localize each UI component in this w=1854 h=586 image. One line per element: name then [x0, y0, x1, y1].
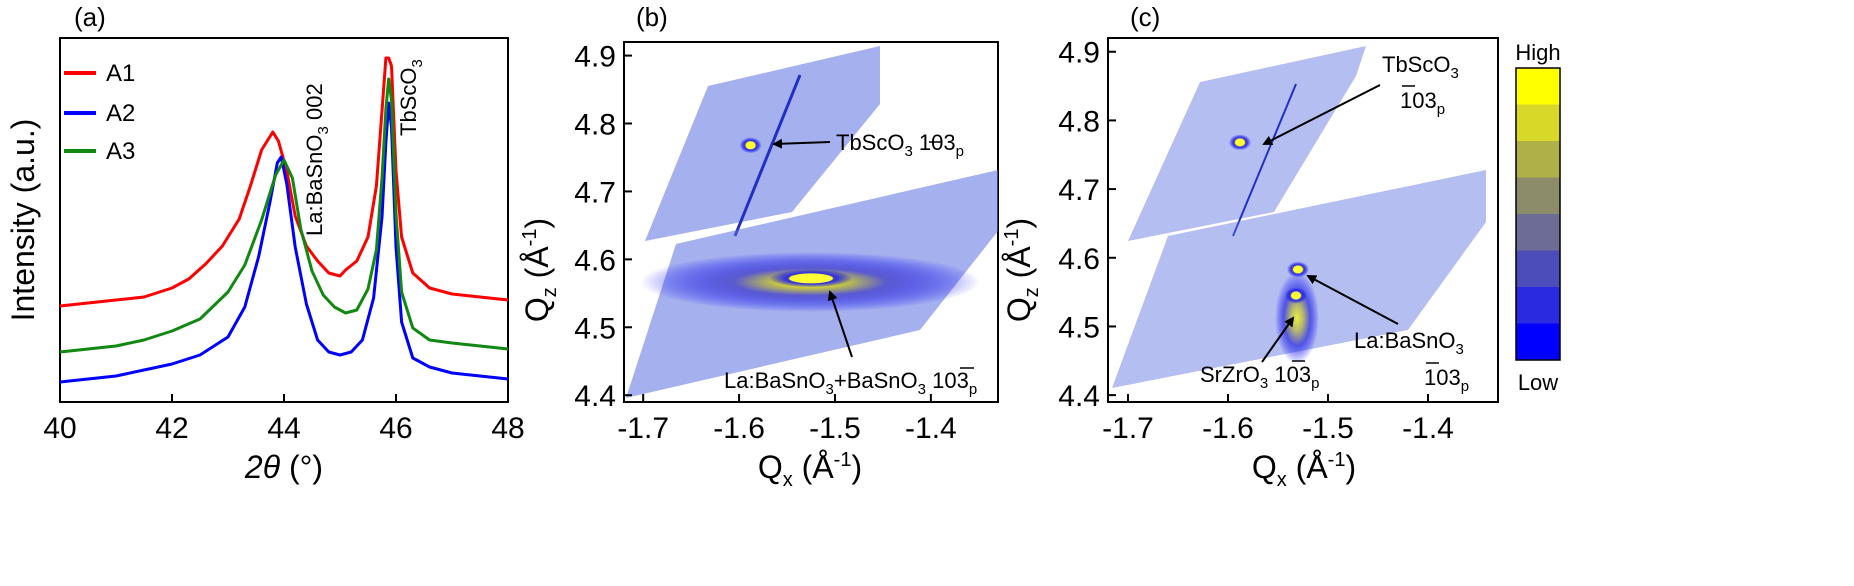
ytick-label: 4.6 — [574, 244, 616, 277]
legend-a3: A3 — [106, 138, 135, 165]
colorbar-step — [1516, 68, 1560, 105]
peak-core-1 — [1235, 138, 1245, 147]
panel-a-series — [59, 56, 509, 384]
peak-core-3 — [1291, 291, 1301, 300]
panel-b-streak — [733, 74, 802, 237]
panel-b-yticks: 4.4 4.5 4.6 4.7 4.8 4.9 — [574, 41, 632, 413]
panel-b-tbsco-label: TbScO3 103p — [836, 130, 964, 160]
series-a2 — [59, 101, 509, 384]
colorbar-frame — [1515, 67, 1561, 361]
legend-a2: A2 — [106, 100, 135, 127]
colorbar-step — [1516, 250, 1560, 288]
panel-c-arrow-szo — [1261, 316, 1295, 363]
panel-b-xlabel: Qx (Å-1) — [758, 449, 862, 491]
ytick-label: 4.8 — [574, 109, 616, 142]
xtick-label: -1.4 — [1402, 412, 1454, 445]
a-xtick-label: 46 — [379, 412, 412, 445]
a-xtick-label: 44 — [267, 412, 300, 445]
ytick-label: 4.4 — [574, 380, 616, 413]
peak-core-2 — [789, 273, 833, 284]
colorbar-step — [1516, 141, 1560, 178]
panel-b: (b) TbScO3 103p La:BaSnO3+BaSnO3 103p -1… — [519, 2, 999, 491]
panel-c-tbsco-refl: 103p — [1400, 88, 1445, 118]
panel-c-peaks — [1229, 134, 1309, 304]
colorbar-step — [1516, 214, 1560, 251]
panel-b-lbso-label: La:BaSnO3+BaSnO3 103p — [724, 368, 977, 398]
ytick-label: 4.6 — [1058, 243, 1100, 276]
peak-core-1 — [745, 141, 756, 150]
xtick-label: -1.6 — [1202, 412, 1254, 445]
panel-a: (a) 40 42 44 46 48 A1 A2 A3 La:BaSnO3 002 Tb… — [5, 2, 525, 485]
panel-a-legend: A1 A2 A3 — [64, 60, 135, 165]
series-a1 — [59, 56, 509, 308]
panel-c-xlabel: Qx (Å-1) — [1252, 449, 1356, 491]
panel-a-label: (a) — [74, 2, 106, 32]
panel-b-ylabel: Qz (Å-1) — [519, 218, 561, 322]
colorbar — [1516, 68, 1560, 361]
ytick-label: 4.5 — [1058, 311, 1100, 344]
panel-a-frame — [59, 37, 509, 403]
panel-c-szo-label: SrZrO3 103p — [1200, 362, 1319, 392]
panel-c-lbso-label: La:BaSnO3 — [1354, 328, 1464, 358]
panel-c-arrow-tbsco — [1262, 84, 1381, 145]
panel-a-xticks: 40 42 44 46 48 — [43, 394, 525, 445]
panel-a-xlabel: 2θ (°) — [244, 449, 323, 485]
ytick-label: 4.8 — [1058, 105, 1100, 138]
xtick-label: -1.6 — [713, 412, 765, 445]
panel-b-upper-scan — [645, 46, 880, 241]
anno-lbso-002: La:BaSnO3 002 — [302, 83, 332, 236]
xtick-label: -1.5 — [809, 412, 861, 445]
panel-c: (c) TbScO3 103p La:BaSnO3 103p SrZrO3 10… — [1001, 2, 1561, 491]
panel-c-tbsco-label: TbScO3 — [1382, 52, 1459, 82]
panel-c-yticks: 4.4 4.5 4.6 4.7 4.8 4.9 — [1058, 37, 1116, 413]
panel-c-lbso-refl: 103p — [1424, 365, 1469, 395]
series-a3 — [59, 77, 509, 354]
colorbar-step — [1516, 287, 1560, 324]
panel-c-szo-glow — [1275, 272, 1319, 364]
panel-a-ylabel: Intensity (a.u.) — [5, 119, 41, 322]
xtick-label: -1.4 — [905, 412, 957, 445]
ytick-label: 4.9 — [1058, 37, 1100, 70]
panel-b-label: (b) — [636, 2, 668, 32]
panel-b-xticks: -1.7 -1.6 -1.5 -1.4 — [617, 394, 957, 445]
ytick-label: 4.5 — [574, 312, 616, 345]
panel-b-arrow-tbsco — [772, 138, 831, 149]
ytick-label: 4.7 — [574, 176, 616, 209]
panel-c-frame — [1107, 37, 1499, 403]
legend-a1: A1 — [106, 60, 135, 87]
xtick-label: -1.7 — [1102, 412, 1154, 445]
xtick-label: -1.7 — [617, 412, 669, 445]
a-xtick-label: 48 — [491, 412, 524, 445]
panel-c-arrow-lbso — [1306, 275, 1399, 325]
colorbar-high-label: High — [1515, 40, 1560, 65]
a-xtick-label: 42 — [155, 412, 188, 445]
a-xtick-label: 40 — [43, 412, 76, 445]
peak-core-2 — [1293, 265, 1303, 274]
panel-c-label: (c) — [1130, 2, 1160, 32]
ytick-label: 4.7 — [1058, 174, 1100, 207]
colorbar-step — [1516, 104, 1560, 142]
anno-tbsco: TbScO3 — [396, 59, 426, 136]
panel-c-xticks: -1.7 -1.6 -1.5 -1.4 — [1102, 394, 1454, 445]
colorbar-step — [1516, 177, 1560, 215]
panel-c-streak — [1232, 83, 1297, 237]
xtick-label: -1.5 — [1302, 412, 1354, 445]
panel-b-peaks — [739, 137, 853, 288]
ytick-label: 4.9 — [574, 41, 616, 74]
panel-b-arrow-lbso — [827, 290, 853, 358]
ytick-label: 4.4 — [1058, 380, 1100, 413]
panel-c-ylabel: Qz (Å-1) — [1001, 218, 1043, 322]
colorbar-low-label: Low — [1518, 370, 1558, 395]
colorbar-step — [1516, 323, 1560, 361]
